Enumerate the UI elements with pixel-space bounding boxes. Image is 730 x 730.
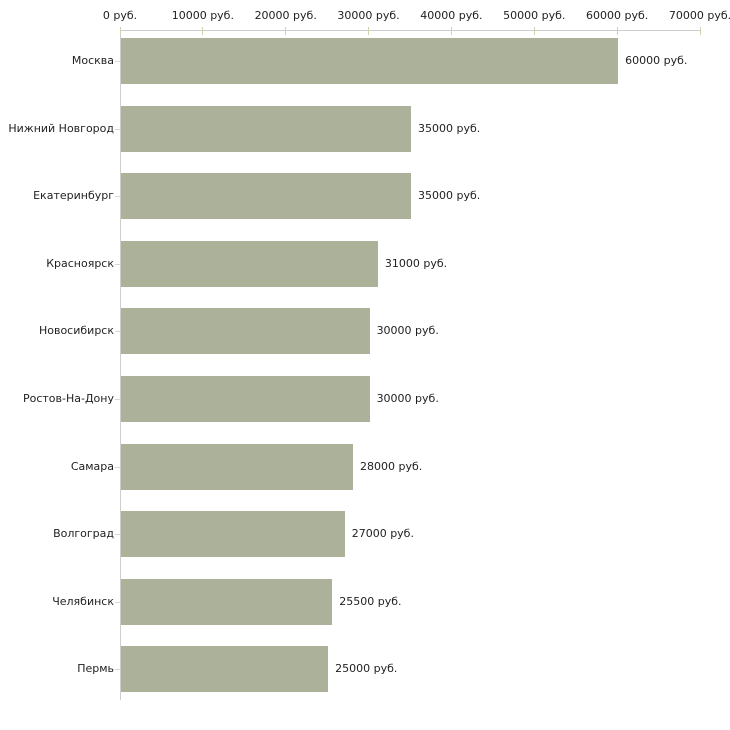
category-label: Ростов-На-Дону bbox=[22, 392, 114, 405]
category-label: Новосибирск bbox=[38, 324, 114, 338]
x-axis-tick bbox=[616, 27, 618, 35]
x-axis-tick bbox=[202, 27, 204, 35]
category-tick bbox=[115, 399, 120, 400]
bar-10 bbox=[121, 646, 329, 693]
x-axis-tick-label: 20000 руб. bbox=[254, 9, 317, 22]
category-tick bbox=[115, 331, 120, 333]
category-label: Нижний Новгород bbox=[8, 121, 114, 135]
value-label: 25500 руб. bbox=[339, 594, 402, 608]
bar-2 bbox=[121, 105, 411, 152]
category-tick bbox=[115, 534, 120, 536]
category-tick bbox=[115, 196, 120, 198]
category-tick bbox=[115, 466, 120, 468]
x-axis-tick bbox=[285, 27, 287, 35]
category-tick bbox=[115, 669, 120, 671]
y-axis-line bbox=[120, 30, 121, 700]
x-axis-tick bbox=[368, 27, 370, 35]
category-tick bbox=[115, 263, 120, 265]
x-axis-tick-label: 60000 руб. bbox=[586, 9, 649, 22]
bar-1 bbox=[121, 38, 619, 84]
x-axis-tick-label: 70000 руб. bbox=[668, 9, 730, 22]
value-label: 28000 руб. bbox=[360, 459, 423, 473]
value-label: 30000 руб. bbox=[376, 324, 439, 338]
x-axis-tick-label: 50000 руб. bbox=[503, 9, 566, 22]
x-axis-tick-label: 40000 руб. bbox=[420, 9, 483, 22]
x-axis-tick bbox=[699, 27, 701, 35]
x-axis-tick-label: 30000 руб. bbox=[337, 9, 400, 22]
value-label: 35000 руб. bbox=[418, 189, 481, 203]
category-label: Москва bbox=[71, 54, 114, 67]
x-axis-tick-label: 10000 руб. bbox=[171, 9, 234, 22]
category-label: Екатеринбург bbox=[33, 189, 114, 203]
x-axis-line bbox=[120, 30, 701, 31]
x-axis-tick-label: 0 руб. bbox=[102, 9, 138, 22]
category-label: Красноярск bbox=[46, 256, 114, 270]
category-tick bbox=[115, 128, 120, 130]
value-label: 27000 руб. bbox=[351, 527, 414, 541]
category-label: Волгоград bbox=[53, 527, 114, 541]
x-axis-tick bbox=[450, 27, 452, 35]
x-axis-tick bbox=[119, 27, 121, 35]
value-label: 25000 руб. bbox=[335, 662, 398, 676]
bar-9 bbox=[121, 578, 333, 625]
category-tick bbox=[115, 601, 120, 603]
category-label: Самара bbox=[70, 459, 114, 473]
value-label: 60000 руб. bbox=[625, 54, 688, 67]
bar-5 bbox=[121, 308, 370, 355]
value-label: 30000 руб. bbox=[376, 392, 439, 405]
value-label: 35000 руб. bbox=[418, 121, 481, 135]
category-label: Пермь bbox=[77, 662, 114, 676]
bar-7 bbox=[121, 443, 353, 490]
bar-8 bbox=[121, 511, 345, 558]
category-label: Челябинск bbox=[52, 594, 114, 608]
bar-6 bbox=[121, 376, 370, 422]
value-label: 31000 руб. bbox=[384, 256, 448, 270]
category-tick bbox=[115, 61, 120, 62]
bar-4 bbox=[121, 240, 378, 287]
x-axis-tick bbox=[533, 27, 535, 35]
bar-3 bbox=[121, 173, 411, 220]
